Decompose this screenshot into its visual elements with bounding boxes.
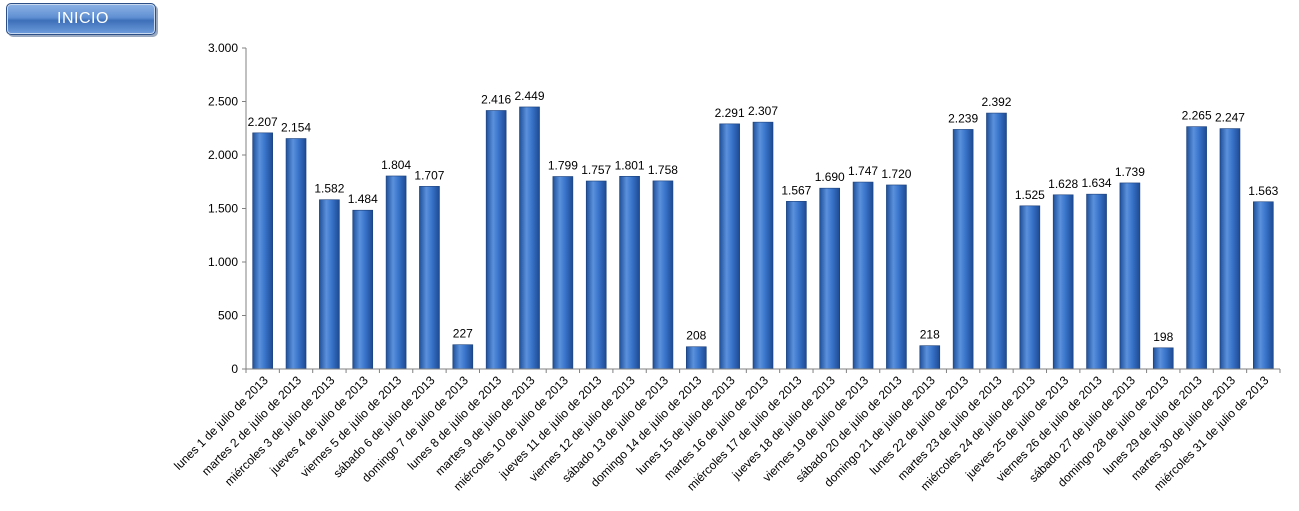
bar [319, 199, 340, 370]
y-tick-label: 1.000 [208, 255, 238, 269]
data-label: 2.307 [748, 104, 778, 118]
bar [852, 181, 874, 370]
bar [786, 201, 807, 370]
bar [585, 180, 607, 370]
bar [952, 129, 974, 370]
data-label: 2.449 [515, 89, 545, 103]
data-label: 1.720 [881, 167, 911, 181]
y-tick-label: 500 [218, 309, 238, 323]
bar [452, 344, 474, 370]
bar [1219, 128, 1241, 370]
y-tick-label: 0 [231, 362, 238, 376]
data-label: 1.757 [581, 163, 611, 177]
data-label: 1.563 [1248, 184, 1278, 198]
inicio-button[interactable]: INICIO [6, 3, 156, 35]
data-label: 1.582 [314, 182, 344, 196]
bar [652, 180, 674, 370]
data-label: 2.416 [481, 92, 511, 106]
y-axis: 0 500 1.000 1.500 2.000 2.500 3.000 [208, 41, 247, 376]
data-label: 218 [920, 328, 940, 342]
bar [1152, 347, 1174, 370]
bar [1253, 201, 1274, 370]
data-label: 1.567 [781, 183, 811, 197]
bar [819, 187, 841, 370]
bar [285, 138, 307, 370]
bar [619, 175, 640, 370]
data-label: 1.758 [648, 163, 678, 177]
data-label: 2.154 [281, 121, 311, 135]
bar [685, 346, 707, 370]
y-tick-label: 1.500 [208, 202, 238, 216]
bar [1186, 126, 1207, 370]
data-label: 1.739 [1115, 165, 1145, 179]
y-tick-label: 3.000 [208, 41, 238, 55]
data-label: 1.690 [815, 170, 845, 184]
data-label: 198 [1153, 330, 1173, 344]
bar [719, 123, 740, 370]
bar [1086, 193, 1107, 370]
data-label: 1.707 [414, 168, 444, 182]
bar [552, 176, 574, 370]
y-tick-label: 2.500 [208, 95, 238, 109]
data-label: 208 [686, 329, 706, 343]
data-label: 2.207 [248, 115, 278, 129]
bar [986, 112, 1007, 370]
bar [919, 345, 941, 370]
data-label: 2.265 [1182, 109, 1212, 123]
data-label: 2.247 [1215, 111, 1245, 125]
bar [419, 186, 440, 370]
bar [1019, 205, 1041, 370]
data-label: 227 [453, 327, 473, 341]
bar [352, 209, 374, 370]
data-label: 2.291 [715, 106, 745, 120]
bar [752, 121, 774, 370]
data-label: 1.747 [848, 164, 878, 178]
bar [1052, 194, 1074, 370]
data-label: 1.801 [615, 158, 645, 172]
data-label: 1.525 [1015, 188, 1045, 202]
bar [1119, 182, 1141, 370]
bar [385, 175, 407, 370]
data-label: 1.799 [548, 159, 578, 173]
data-label: 1.634 [1082, 176, 1112, 190]
y-tick-label: 2.000 [208, 148, 238, 162]
bar [485, 110, 507, 370]
data-label: 1.628 [1048, 177, 1078, 191]
data-label: 2.239 [948, 111, 978, 125]
data-label: 1.804 [381, 158, 411, 172]
bar [252, 132, 273, 370]
bar [886, 184, 907, 370]
data-label: 2.392 [981, 95, 1011, 109]
data-label: 1.484 [348, 192, 378, 206]
bar [519, 106, 540, 370]
